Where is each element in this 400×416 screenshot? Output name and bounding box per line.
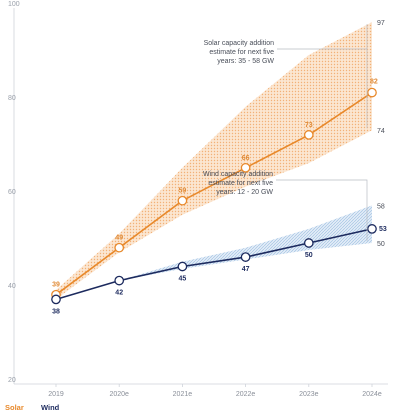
annotations-group: 97 74 Solar capacity addition estimate for …: [203, 20, 385, 248]
y-tick-label-80: 80: [8, 95, 16, 102]
data-label-wind-47: 47: [242, 266, 250, 273]
point-solar-59: [177, 195, 188, 206]
annotation-leader-wind: [276, 179, 368, 241]
data-label-solar-49: 49: [115, 235, 123, 242]
annotation-line-wind-0: Wind capacity addition: [203, 171, 273, 178]
annotation-line-wind-1: estimate for next five: [208, 180, 273, 187]
legend-group: Solar Wind: [5, 403, 60, 412]
band-solar: [56, 22, 372, 300]
annotation-line-solar-1: estimate for next five: [209, 49, 274, 56]
data-label-solar-66: 66: [242, 155, 250, 162]
annotation-line-solar-2: years: 35 - 58 GW: [217, 58, 274, 65]
annotation-line-wind-2: years: 12 - 20 GW: [216, 189, 273, 196]
y-tick-label-60: 60: [8, 189, 16, 196]
x-tick-label-2019: 2019: [48, 391, 64, 398]
annotation-line-solar-0: Solar capacity addition: [204, 40, 275, 47]
range-high-label-solar: 97: [377, 20, 385, 27]
y-tick-label-40: 40: [8, 283, 16, 290]
data-label-solar-73: 73: [305, 122, 313, 129]
point-solar-82: [367, 87, 377, 98]
point-wind-53: [367, 224, 377, 234]
x-tick-label-2021e: 2021e: [173, 391, 193, 398]
point-wind-47: [240, 252, 251, 262]
y-tick-label-20: 20: [8, 377, 16, 384]
x-tick-label-2023e: 2023e: [299, 391, 319, 398]
annotation-leader-solar: [277, 24, 368, 129]
bands-group: [56, 22, 372, 300]
line-solar: [55, 91, 373, 296]
points-group: [51, 87, 377, 305]
point-wind-38: [51, 294, 61, 305]
y-tick-label-100: 100: [8, 1, 20, 8]
range-low-label-wind: 50: [377, 241, 385, 248]
data-label-solar-82: 82: [370, 79, 378, 86]
legend-solar: Solar: [5, 403, 24, 412]
x-tick-label-2022e: 2022e: [236, 391, 256, 398]
point-wind-45: [177, 261, 188, 272]
x-tick-label-2020e: 2020e: [109, 391, 129, 398]
data-label-wind-38: 38: [52, 308, 60, 315]
point-wind-42: [114, 275, 125, 286]
data-label-wind-42: 42: [115, 290, 123, 297]
data-label-wind-53: 53: [379, 226, 387, 233]
point-solar-73: [303, 130, 314, 140]
line-wind: [55, 228, 373, 301]
data-label-solar-39: 39: [52, 282, 60, 289]
axes-group: 20 40 60 80 100 2019 2020e 2021e 2022e 2023e 2024e: [8, 1, 388, 398]
range-low-label-solar: 74: [377, 128, 385, 135]
legend-wind: Wind: [41, 403, 60, 412]
lines-group: [55, 91, 373, 301]
point-wind-50: [303, 238, 314, 248]
data-label-wind-45: 45: [179, 276, 187, 283]
range-high-label-wind: 58: [377, 203, 385, 210]
x-tick-label-2024e: 2024e: [362, 391, 382, 398]
point-solar-66: [240, 162, 251, 173]
labels-group: 39 49 59 66 73 82 38 42 45 47 50 53: [52, 79, 387, 316]
data-label-solar-59: 59: [179, 188, 187, 195]
data-label-wind-50: 50: [305, 252, 313, 259]
point-solar-49: [114, 242, 125, 253]
